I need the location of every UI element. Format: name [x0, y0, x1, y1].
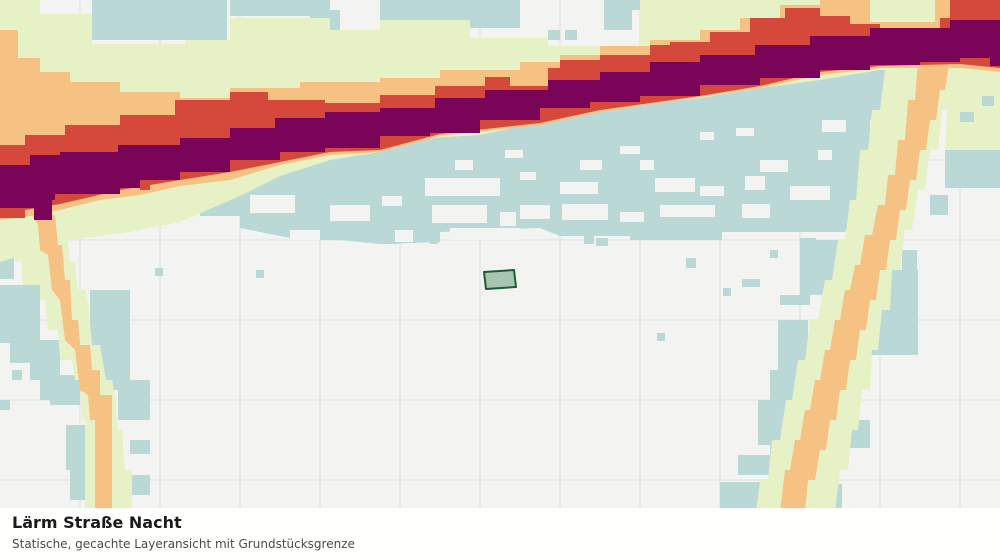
noise-cell-class-1	[66, 425, 86, 470]
noise-cell-class-1	[738, 455, 770, 475]
uncovered-cell	[425, 178, 500, 196]
noise-cell-class-1	[686, 258, 696, 268]
uncovered-cell	[742, 204, 770, 218]
noise-cell-class-1	[632, 0, 640, 10]
noise-cell-class-1	[430, 236, 438, 244]
noise-cell-class-4	[140, 182, 150, 190]
noise-cell-class-1	[130, 440, 150, 454]
noise-cell-class-1	[0, 400, 10, 410]
noise-cell-class-1	[92, 0, 227, 40]
noise-cell-class-1	[230, 0, 330, 16]
uncovered-cell	[640, 160, 654, 170]
noise-cell-class-1	[945, 150, 1000, 188]
uncovered-cell	[760, 160, 788, 172]
map-caption: Lärm Straße Nacht Statische, gecachte La…	[0, 508, 1000, 560]
uncovered-cell	[382, 196, 402, 206]
uncovered-cell	[560, 182, 598, 194]
noise-cell-class-1	[902, 250, 917, 275]
noise-cell-class-1	[657, 333, 665, 341]
uncovered-cell	[620, 212, 644, 222]
noise-cell-class-1	[50, 395, 60, 405]
uncovered-cell	[450, 228, 520, 240]
uncovered-cell	[500, 212, 516, 226]
uncovered-cell	[290, 230, 320, 240]
noise-area-east-road-class-3	[780, 60, 950, 512]
noise-class-1-east-layer	[930, 96, 1000, 215]
noise-cell-class-1	[256, 270, 264, 278]
uncovered-cell	[818, 150, 832, 160]
uncovered-cell	[580, 160, 602, 170]
noise-cell-class-1	[780, 295, 810, 305]
uncovered-cell	[822, 120, 846, 132]
uncovered-cell	[700, 132, 714, 140]
layer-subtitle: Statische, gecachte Layeransicht mit Gru…	[12, 537, 355, 551]
noise-cell-class-1	[770, 250, 778, 258]
noise-area-east-patch-class-2	[945, 66, 1000, 150]
uncovered-cell	[562, 204, 608, 220]
noise-cell-class-1	[155, 268, 163, 276]
noise-cell-class-1	[723, 288, 731, 296]
layer-title: Lärm Straße Nacht	[12, 513, 182, 532]
uncovered-cell	[700, 186, 724, 196]
uncovered-cell	[520, 172, 536, 180]
noise-cell-class-1	[548, 30, 560, 40]
noise-cell-class-1	[40, 340, 60, 400]
uncovered-cell	[505, 150, 523, 158]
uncovered-cell	[790, 186, 830, 200]
noise-cell-class-1	[742, 279, 760, 287]
uncovered-cell	[432, 205, 487, 223]
parcel-boundary	[483, 269, 517, 290]
noise-cell-class-1	[565, 30, 577, 40]
noise-cell-class-1	[604, 0, 632, 30]
noise-cell-class-1	[470, 0, 520, 28]
noise-cell-class-1	[720, 482, 760, 510]
noise-area-band-south	[175, 70, 895, 244]
uncovered-areas	[250, 120, 888, 242]
noise-cell-class-1	[0, 285, 40, 343]
uncovered-cell	[655, 178, 695, 192]
uncovered-cell	[620, 146, 640, 154]
uncovered-cell	[520, 205, 550, 219]
noise-cell-class-1	[930, 195, 948, 215]
noise-cell-class-1	[584, 236, 594, 244]
noise-cell-class-1	[378, 226, 398, 244]
noise-cell-class-1	[0, 255, 14, 279]
noise-cell-class-1	[380, 0, 470, 20]
noise-area-main-road-class-5	[0, 20, 1000, 220]
noise-cell-class-1	[128, 475, 150, 495]
uncovered-cell	[660, 205, 715, 217]
noise-cell-class-1	[982, 96, 994, 106]
noise-cell-class-1	[412, 232, 422, 242]
noise-area-west-road-class-3	[32, 215, 112, 512]
uncovered-cell	[395, 230, 413, 242]
uncovered-cell	[455, 160, 473, 170]
uncovered-cell	[330, 205, 370, 221]
noise-cell-class-1	[596, 238, 608, 246]
noise-cell-class-1	[58, 375, 80, 405]
uncovered-cell	[745, 176, 765, 190]
noise-class-5-layer	[0, 20, 1000, 220]
noise-cell-class-1	[12, 370, 22, 380]
uncovered-cell	[736, 128, 754, 136]
noise-cell-class-1	[70, 470, 85, 500]
uncovered-cell	[250, 195, 295, 213]
noise-cell-class-1	[960, 112, 974, 122]
noise-cell-class-1	[118, 380, 150, 420]
